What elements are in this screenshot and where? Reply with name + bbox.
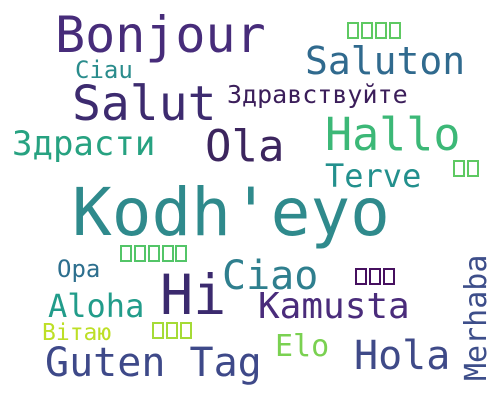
missing-glyph-box <box>133 245 146 263</box>
word-ola: Ola <box>205 121 285 172</box>
word-zdrasti: Здрасти <box>12 124 156 164</box>
missing-glyph-box <box>179 322 192 340</box>
word-saluton: Saluton <box>305 39 466 83</box>
missing-glyph-box <box>374 22 387 40</box>
word-hallo: Hallo <box>325 108 461 161</box>
missing-glyph-box <box>453 160 466 178</box>
word-guten-tag: Guten Tag <box>45 340 262 386</box>
word-elo: Elo <box>275 329 330 364</box>
unrendered-glyph-word-red <box>355 268 397 290</box>
missing-glyph-box <box>175 245 188 263</box>
missing-glyph-box <box>360 22 373 40</box>
word-ciao: Ciao <box>222 253 319 299</box>
unrendered-glyph-word-right <box>453 160 481 182</box>
missing-glyph-box <box>368 268 381 286</box>
missing-glyph-box <box>388 22 401 40</box>
word-kamusta: Kamusta <box>258 286 410 327</box>
missing-glyph-box <box>161 245 174 263</box>
word-terve: Terve <box>325 157 422 195</box>
word-vitayu: Вітаю <box>42 320 112 346</box>
missing-glyph-box <box>382 268 395 286</box>
word-zdravstvuyte: Здравствуйте <box>227 80 408 109</box>
missing-glyph-box <box>355 268 368 286</box>
missing-glyph-box <box>120 245 133 263</box>
missing-glyph-box <box>466 160 479 178</box>
unrendered-glyph-word-middle <box>120 245 189 267</box>
word-aloha: Aloha <box>48 287 145 325</box>
missing-glyph-box <box>147 245 160 263</box>
word-bonjour: Bonjour <box>55 6 266 64</box>
unrendered-glyph-word-low <box>152 322 194 344</box>
word-opa: Opa <box>57 255 101 283</box>
word-ciau: Ciau <box>75 56 133 84</box>
missing-glyph-box <box>347 22 360 40</box>
word-hi: Hi <box>160 263 227 327</box>
word-salut: Salut <box>72 76 217 132</box>
missing-glyph-box <box>152 322 165 340</box>
word-hola: Hola <box>354 333 451 379</box>
unrendered-glyph-word-top <box>347 22 402 44</box>
missing-glyph-box <box>165 322 178 340</box>
word-merhaba: Merhaba <box>459 254 494 381</box>
word-kodheyo: Kodh'eyo <box>72 174 390 251</box>
